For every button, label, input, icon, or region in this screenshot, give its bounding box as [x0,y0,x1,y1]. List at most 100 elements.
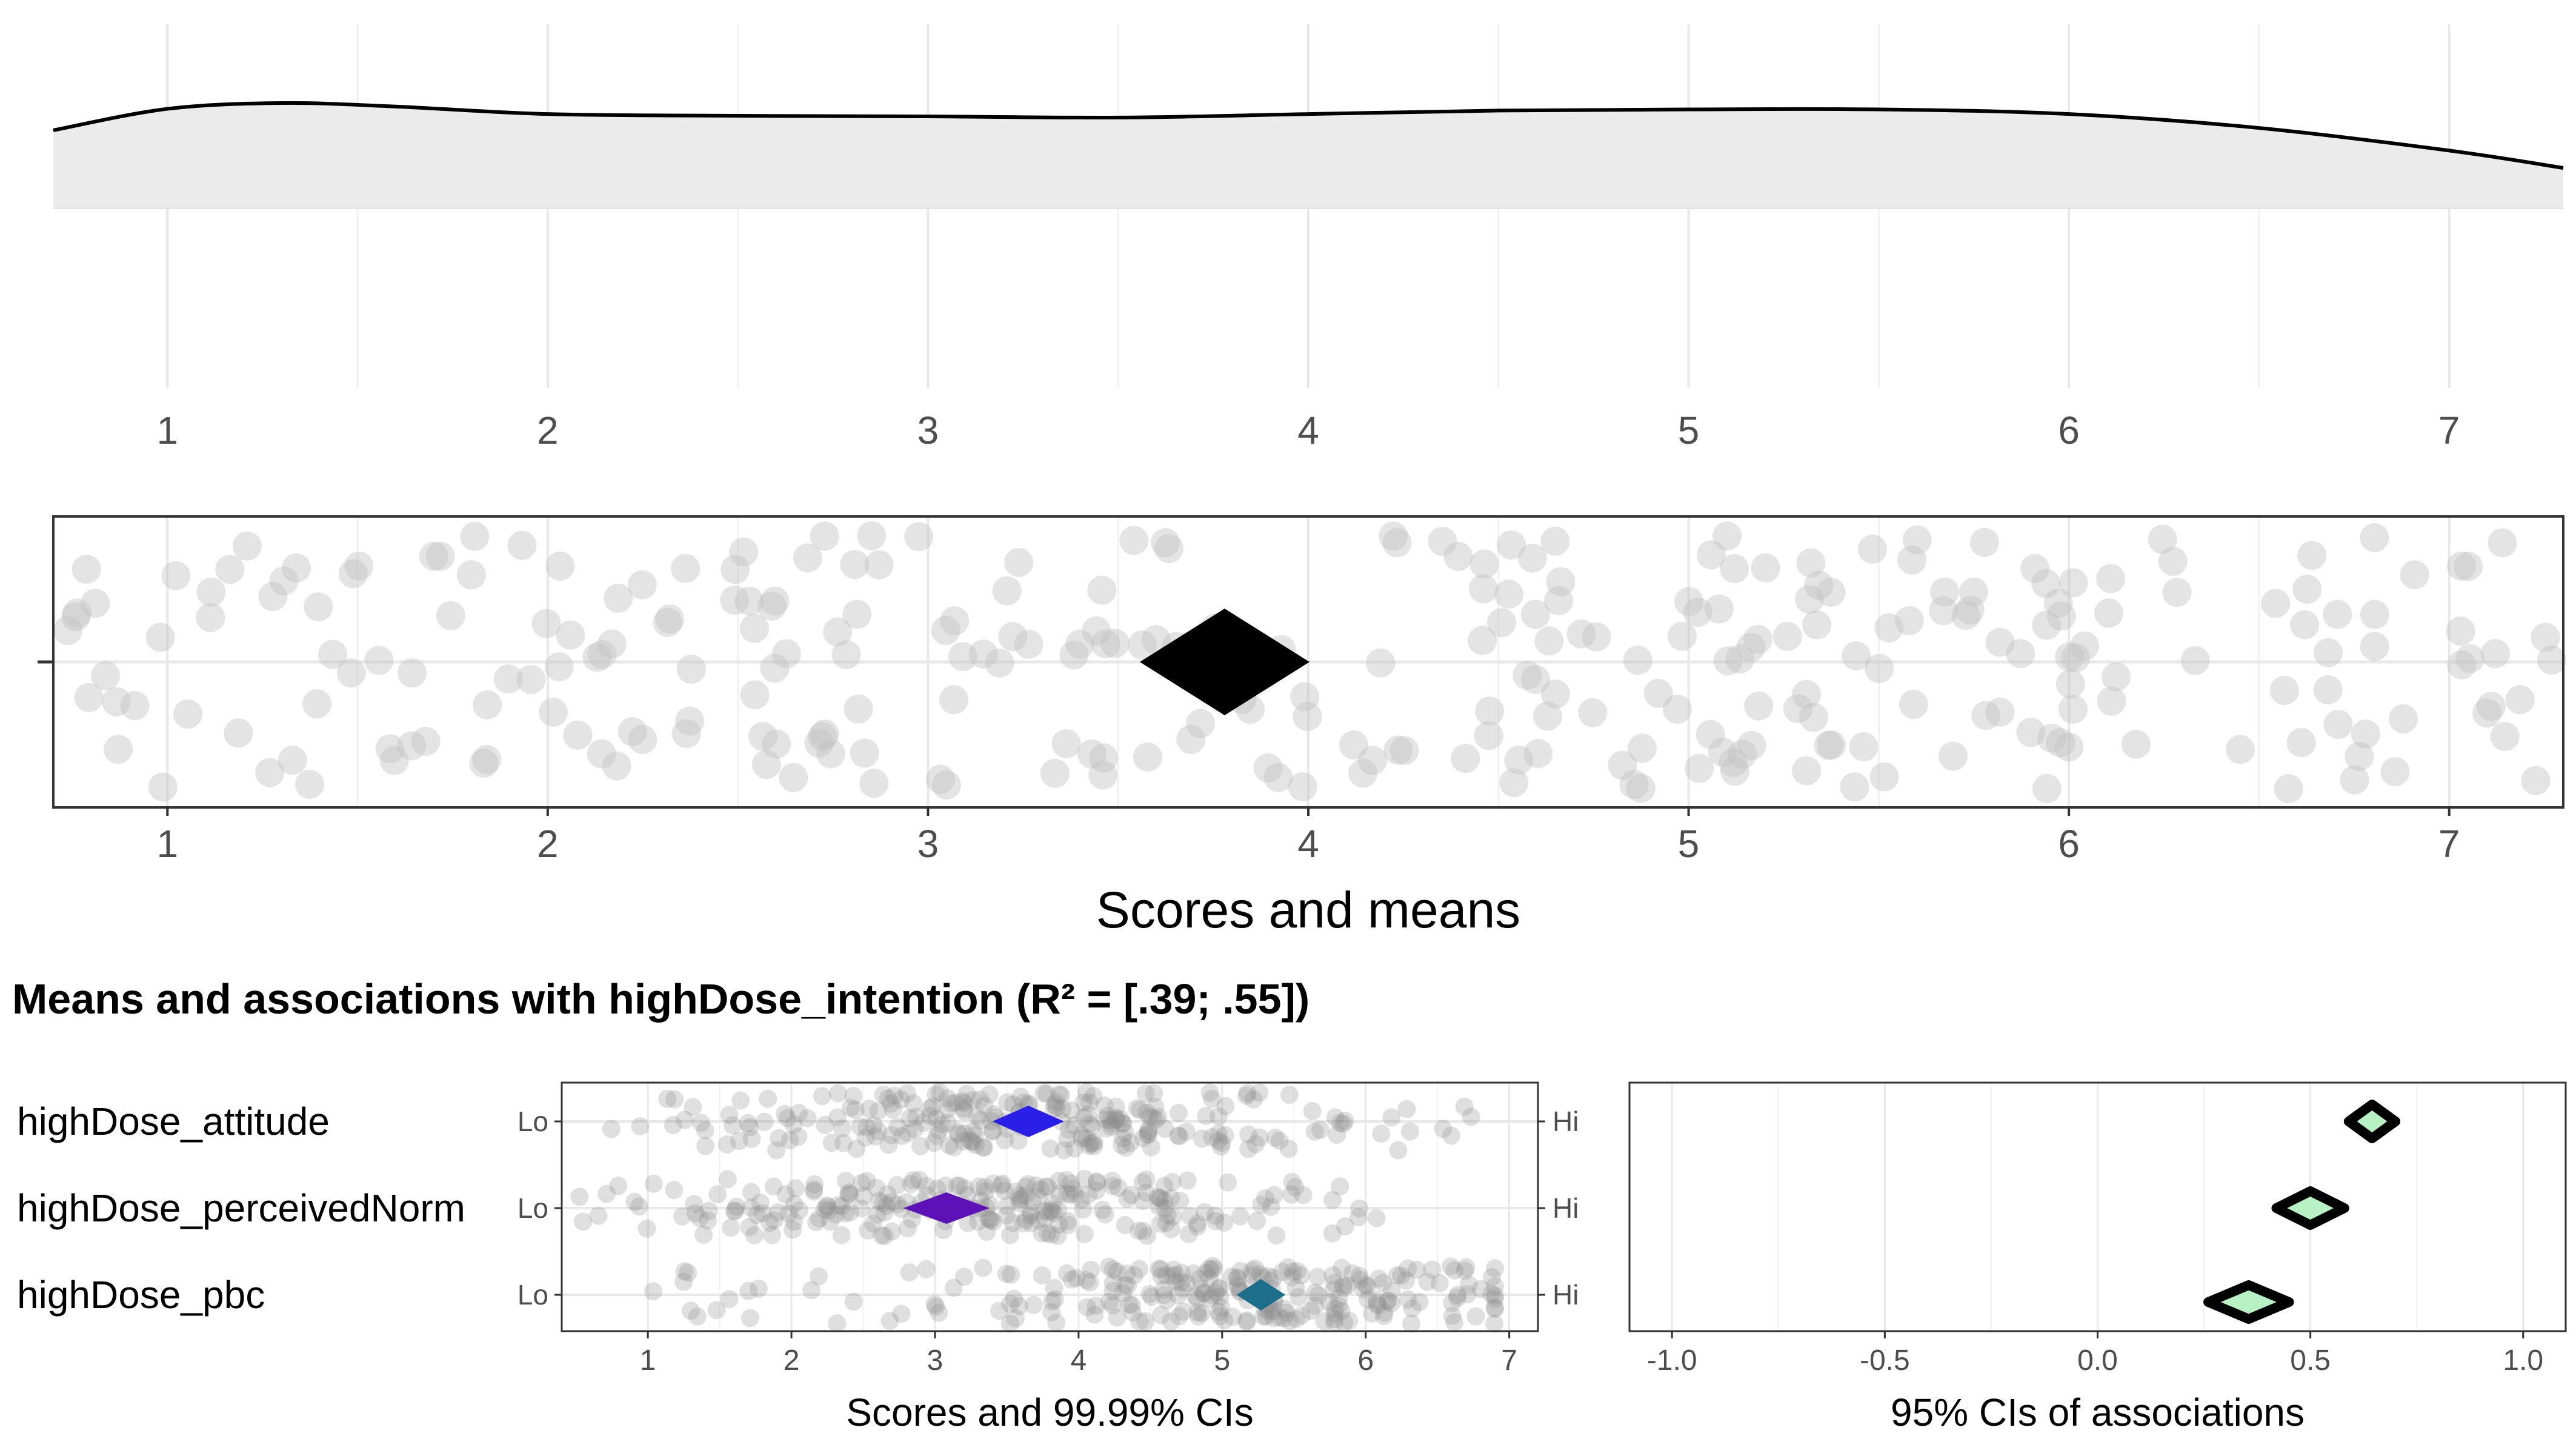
score-point [739,613,769,643]
score-point [793,543,822,573]
item-score-point [1273,1263,1292,1281]
score-point [1014,629,1043,659]
item-score-point [1397,1271,1416,1290]
item-score-point [722,1218,741,1237]
item-score-point [1356,1275,1375,1294]
item-score-point [1246,1259,1265,1278]
score-point [1902,525,1932,555]
item-score-point [1209,1131,1228,1150]
score-point [931,616,960,646]
item-score-point [675,1262,694,1281]
item-score-point [1093,1201,1112,1220]
score-point [91,661,121,690]
item-score-point [1262,1197,1280,1216]
score-point [948,642,978,672]
score-point [1783,694,1812,724]
score-point [2521,766,2551,795]
score-point [2488,528,2517,558]
score-point [102,687,131,716]
score-point [1486,608,1516,638]
score-point [2046,601,2076,631]
item-score-point [1334,1276,1353,1295]
score-point [544,652,574,682]
score-point [1985,697,2015,727]
item-score-point [1186,1287,1205,1306]
item-score-point [1041,1139,1060,1158]
item-score-point [1147,1110,1166,1129]
scores-x-tick-label: 3 [917,822,939,866]
score-point [2477,692,2506,721]
item-score-point [1083,1134,1102,1153]
item-score-point [1462,1107,1480,1126]
item-score-point [857,1118,876,1137]
item-score-point [1108,1308,1127,1327]
score-point [2351,719,2380,749]
score-point [1736,632,1766,662]
item-score-point [1116,1138,1135,1157]
item-score-point [1351,1270,1370,1289]
item-score-point [1033,1266,1051,1285]
item-score-point [1400,1122,1419,1141]
scores-x-tick-label: 2 [537,822,559,866]
item-score-point [780,1131,799,1150]
score-point [2481,639,2511,669]
score-point [1814,730,1843,760]
item-score-point [1036,1209,1054,1228]
score-point [2537,645,2566,675]
item-score-point [1061,1185,1080,1204]
item-score-point [869,1101,888,1120]
density-x-tick-label: 5 [1678,409,1700,452]
score-point [2292,574,2322,604]
item-score-point [898,1084,917,1103]
item-score-point [1050,1215,1068,1234]
score-point [1696,720,1725,749]
item-score-point [881,1094,900,1113]
item-score-point [1102,1114,1121,1133]
item-score-point [740,1218,759,1237]
item-score-point [807,1213,826,1232]
item-score-point [832,1226,851,1244]
item-score-point [741,1309,759,1328]
item-score-point [1466,1307,1485,1326]
item-score-point [741,1118,759,1137]
item-score-point [873,1226,891,1245]
item-score-point [1029,1211,1048,1229]
anchor-high-label: Hi [1553,1192,1579,1224]
item-score-point [1179,1224,1198,1243]
item-score-point [805,1182,824,1201]
item-score-point [1118,1276,1137,1295]
score-point [760,586,790,616]
item-score-point [834,1134,853,1152]
score-point [925,764,955,794]
score-point [1546,567,1576,596]
items-x-tick-label: 1 [640,1344,656,1377]
score-point [295,769,325,799]
item-score-point [1143,1108,1162,1127]
item-score-point [1114,1284,1133,1303]
item-score-point [802,1281,821,1300]
score-point [2180,646,2210,675]
item-score-point [1367,1294,1386,1313]
item-score-point [1219,1173,1237,1192]
item-score-point [875,1226,894,1245]
score-point [2225,735,2255,764]
score-point [1513,660,1542,690]
item-score-point [1133,1129,1152,1147]
item-score-point [959,1214,977,1232]
item-score-point [1194,1284,1213,1303]
score-point [2094,598,2124,628]
item-score-point [1139,1122,1158,1141]
score-point [1627,733,1657,763]
item-score-point [1223,1308,1242,1326]
item-score-point [1077,1271,1096,1289]
score-point [120,690,150,720]
score-point [1929,596,1959,626]
score-point [419,541,448,571]
score-point [1357,746,1387,775]
item-score-point [1134,1221,1153,1240]
item-score-point [1456,1261,1474,1280]
item-score-point [1264,1302,1283,1321]
item-score-point [1072,1126,1091,1144]
score-point [338,559,368,589]
item-score-point [925,1295,944,1314]
